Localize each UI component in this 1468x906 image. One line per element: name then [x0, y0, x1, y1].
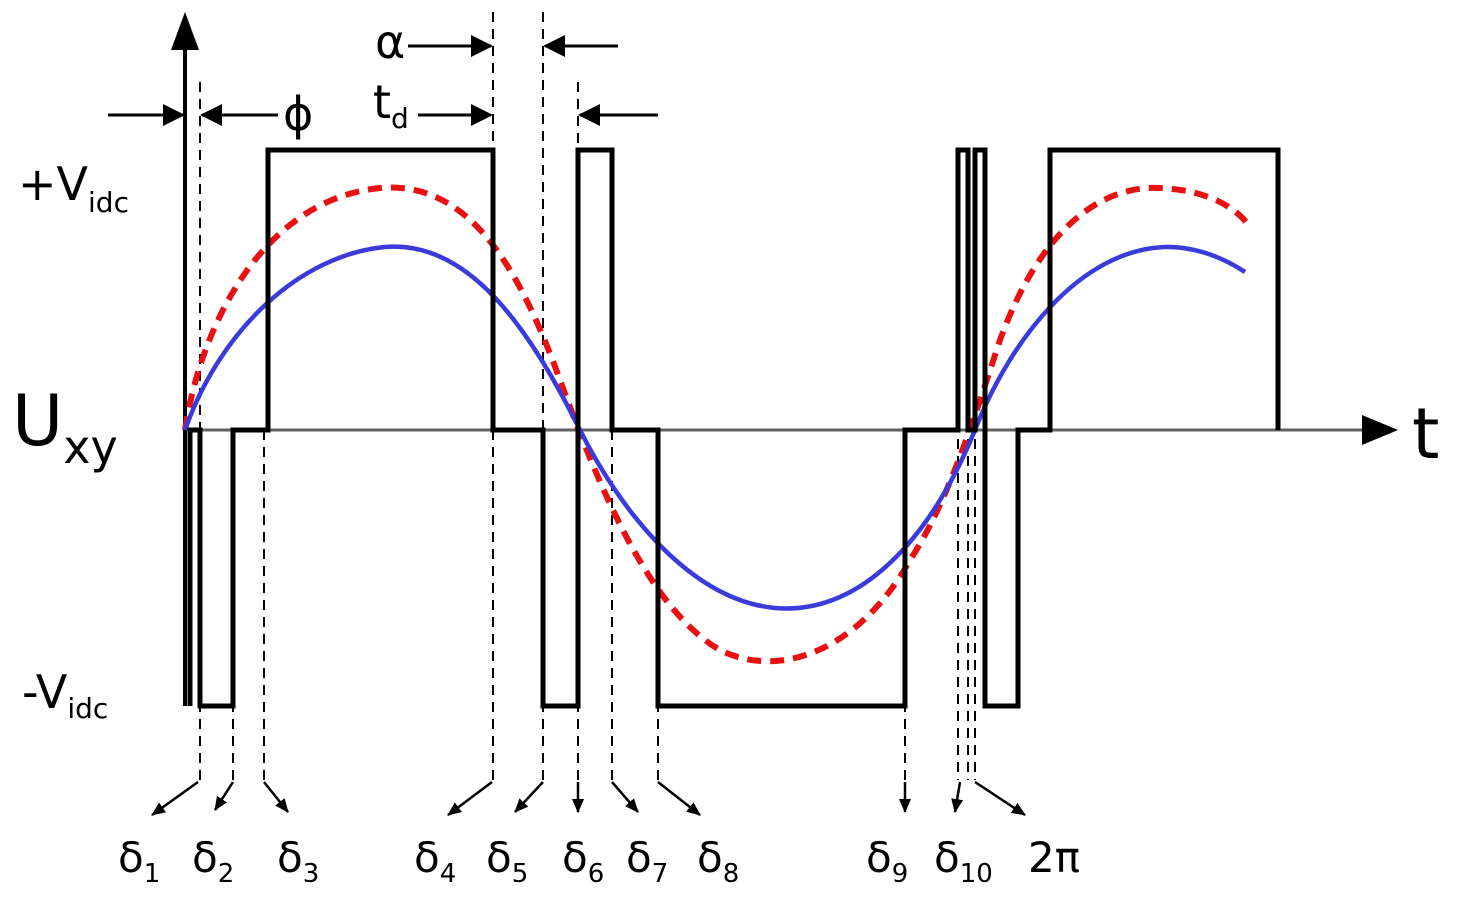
delta-8-label: δ8 [697, 833, 739, 889]
delta-6-label: δ6 [562, 833, 604, 889]
td-label: td [373, 75, 409, 135]
dashed-sine-curve [182, 184, 1253, 665]
phi-label: ϕ [283, 87, 313, 141]
x-axis-label: t [1412, 393, 1439, 475]
pos-level-label: +Vidc [18, 157, 129, 219]
neg-level-label: -Vidc [22, 665, 108, 725]
delta-2-label: δ2 [192, 833, 234, 889]
delta-1-label: δ1 [118, 833, 160, 889]
delta-4-label: δ4 [414, 833, 456, 889]
delta-10-label: δ10 [934, 833, 993, 889]
delta-5-label: δ5 [486, 833, 528, 889]
delta-pointer-arrows [151, 780, 1026, 817]
delta-9-label: δ9 [866, 833, 908, 889]
solid-sine-curve [182, 244, 1247, 611]
delta-7-label: δ7 [626, 833, 668, 889]
delta-reference-lines [199, 150, 976, 780]
y-axis-arrow-icon [171, 12, 199, 50]
two-pi-label: 2π [1028, 833, 1080, 882]
pulse-waveform [187, 147, 1281, 709]
x-axis-arrow-icon [1362, 415, 1398, 445]
alpha-label: α [375, 15, 405, 69]
delta-3-label: δ3 [277, 833, 319, 889]
y-axis-label: Uxy [12, 380, 118, 474]
